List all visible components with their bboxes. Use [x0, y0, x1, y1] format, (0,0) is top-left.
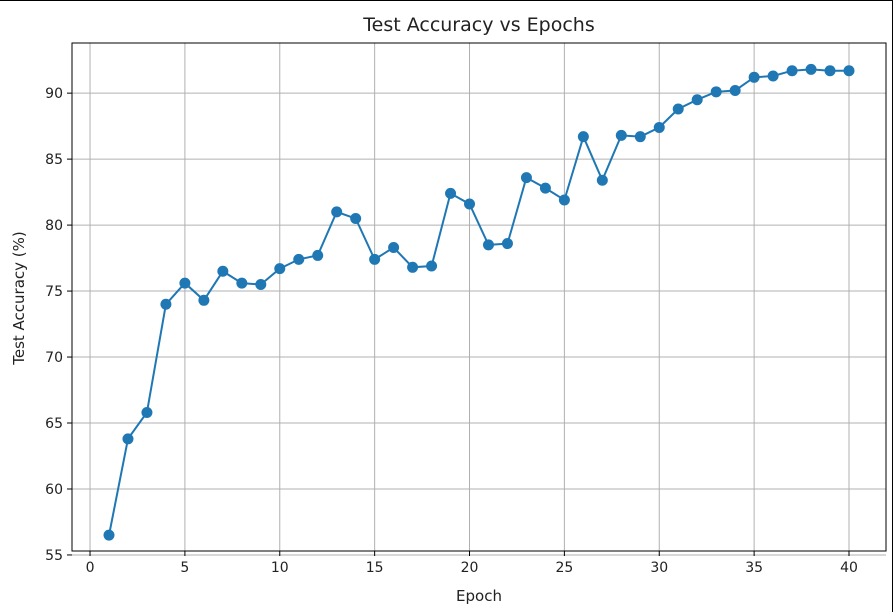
data-point — [672, 103, 684, 115]
x-tick-label: 0 — [86, 560, 95, 576]
grid-lines — [72, 43, 886, 556]
x-axis-title: Epoch — [456, 587, 502, 605]
data-point — [217, 265, 229, 277]
data-point — [615, 129, 627, 141]
data-point — [805, 63, 817, 75]
data-point — [824, 65, 836, 77]
y-tick-label: 55 — [45, 548, 63, 564]
x-tick-label: 5 — [180, 560, 189, 576]
data-point — [786, 65, 798, 77]
data-point — [634, 131, 646, 143]
data-point — [236, 277, 248, 289]
data-point — [198, 294, 210, 306]
data-points — [103, 63, 855, 541]
y-tick-label: 85 — [45, 152, 63, 168]
y-axis-title: Test Accuracy (%) — [10, 231, 28, 366]
x-tick-label: 30 — [650, 560, 668, 576]
y-axis: 55 60 65 70 75 80 85 90 — [45, 86, 72, 564]
data-point — [426, 260, 438, 272]
chart-title: Test Accuracy vs Epochs — [362, 14, 595, 36]
x-tick-label: 10 — [271, 560, 289, 576]
data-point — [596, 174, 608, 186]
data-point — [710, 86, 722, 98]
data-point — [445, 187, 457, 199]
data-point — [748, 71, 760, 83]
x-axis: 0 5 10 15 20 25 30 35 40 — [86, 551, 858, 576]
data-point — [577, 131, 589, 143]
data-point — [293, 253, 305, 265]
data-point — [141, 406, 153, 418]
y-tick-label: 75 — [45, 284, 63, 300]
series-line — [108, 68, 849, 536]
x-tick-label: 35 — [745, 560, 763, 576]
data-point — [767, 70, 779, 82]
y-tick-label: 80 — [45, 218, 63, 234]
data-point — [843, 65, 855, 77]
data-point — [255, 278, 267, 290]
data-point — [350, 212, 362, 224]
data-point — [482, 239, 494, 251]
data-point — [464, 198, 476, 210]
data-point — [691, 94, 703, 106]
data-point — [558, 194, 570, 206]
data-point — [312, 249, 324, 261]
x-tick-label: 25 — [555, 560, 573, 576]
data-point — [539, 182, 551, 194]
y-tick-label: 90 — [45, 86, 63, 102]
data-point — [388, 242, 400, 254]
data-point — [729, 85, 741, 97]
data-point — [501, 238, 513, 250]
y-tick-label: 70 — [45, 350, 63, 366]
data-point — [274, 263, 286, 275]
data-point — [369, 253, 381, 265]
x-tick-label: 40 — [840, 560, 858, 576]
y-tick-label: 65 — [45, 416, 63, 432]
data-point — [179, 277, 191, 289]
data-point — [653, 121, 665, 133]
data-point — [160, 298, 172, 310]
data-point — [520, 172, 532, 184]
data-point — [407, 261, 419, 273]
plot-area — [71, 42, 887, 552]
data-point — [103, 529, 115, 541]
x-tick-label: 15 — [366, 560, 384, 576]
x-tick-label: 20 — [461, 560, 479, 576]
y-tick-label: 60 — [45, 482, 63, 498]
data-point — [122, 433, 134, 445]
data-point — [331, 206, 343, 218]
